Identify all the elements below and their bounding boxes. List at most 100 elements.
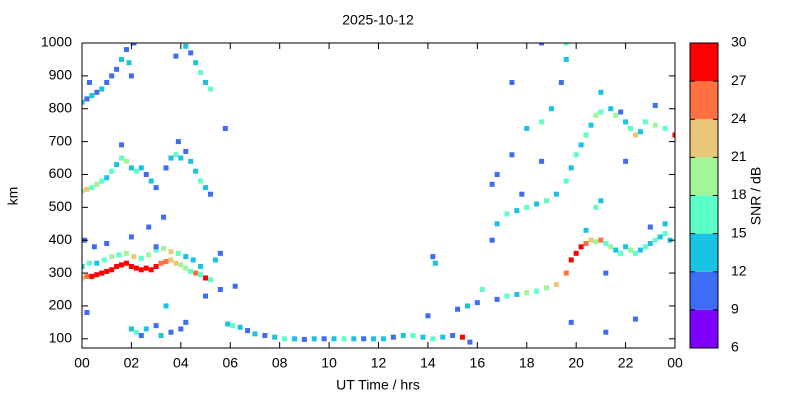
point <box>593 112 599 118</box>
point <box>578 244 584 250</box>
point <box>479 286 485 292</box>
point <box>588 237 594 243</box>
point <box>514 208 520 214</box>
colorbar-bin <box>690 271 718 310</box>
point <box>153 263 159 269</box>
colorbar-bin <box>690 233 718 272</box>
point <box>188 268 194 274</box>
point <box>143 326 149 332</box>
y-tick-label: 400 <box>49 231 73 247</box>
point <box>158 333 164 339</box>
point <box>539 158 545 164</box>
point <box>131 43 137 46</box>
point <box>116 252 122 258</box>
point <box>84 273 90 279</box>
x-tick-label: 00 <box>667 355 683 371</box>
point <box>82 263 85 269</box>
point <box>109 254 115 260</box>
point <box>203 293 209 299</box>
point <box>583 240 589 246</box>
colorbar-label: SNR / dB <box>748 167 764 225</box>
x-tick-label: 18 <box>519 355 535 371</box>
point <box>104 175 110 181</box>
point <box>225 321 231 327</box>
point <box>301 336 307 342</box>
point <box>119 56 125 62</box>
point <box>252 331 258 337</box>
point <box>131 254 137 260</box>
point <box>351 336 357 342</box>
x-tick-label: 20 <box>568 355 584 371</box>
points <box>82 43 675 345</box>
point <box>432 260 438 266</box>
point <box>198 272 204 278</box>
point <box>153 323 159 329</box>
point <box>133 329 139 335</box>
y-tick-label: 600 <box>49 165 73 181</box>
point <box>86 79 92 85</box>
plot-frame <box>81 42 676 349</box>
point <box>524 204 530 210</box>
y-tick-label: 500 <box>49 198 73 214</box>
point <box>544 198 550 204</box>
point <box>489 237 495 243</box>
point <box>99 86 105 92</box>
point <box>563 56 569 62</box>
colorbar-bin <box>690 195 718 234</box>
point <box>173 53 179 59</box>
point <box>183 148 189 154</box>
point <box>119 262 125 268</box>
point <box>637 247 643 253</box>
point <box>608 244 614 250</box>
point <box>126 60 132 66</box>
point <box>573 250 579 256</box>
point <box>101 257 107 263</box>
point <box>598 198 604 204</box>
point <box>548 106 554 112</box>
point <box>400 333 406 339</box>
point <box>662 125 668 131</box>
point <box>509 152 515 158</box>
point <box>504 293 510 299</box>
point <box>430 254 436 260</box>
point <box>190 257 196 263</box>
x-axis-label: UT Time / hrs <box>336 377 420 393</box>
point <box>161 245 167 251</box>
point <box>455 306 461 312</box>
x-tick-label: 06 <box>222 355 238 371</box>
colorbar-bin <box>690 157 718 196</box>
point <box>133 265 139 271</box>
point <box>89 93 95 99</box>
y-tick-label: 700 <box>49 132 73 148</box>
point <box>203 79 209 85</box>
point <box>82 275 85 281</box>
point <box>99 270 105 276</box>
point <box>371 336 377 342</box>
point <box>222 125 228 131</box>
point <box>494 296 500 302</box>
point <box>598 109 604 115</box>
point <box>430 336 436 342</box>
point <box>632 132 638 138</box>
point <box>652 122 658 128</box>
point <box>380 336 386 342</box>
point <box>553 191 559 197</box>
point <box>119 142 125 148</box>
point <box>94 260 100 266</box>
point <box>82 99 85 105</box>
point <box>158 260 164 266</box>
y-tick-label: 900 <box>49 67 73 83</box>
point <box>623 158 629 164</box>
point <box>672 132 675 138</box>
point <box>163 259 169 265</box>
point <box>618 109 624 115</box>
y-tick-label: 100 <box>49 330 73 346</box>
point <box>168 249 174 255</box>
point <box>568 165 574 171</box>
point <box>153 244 159 250</box>
point <box>291 336 297 342</box>
point <box>539 119 545 125</box>
point <box>183 265 189 271</box>
colorbar-bin <box>690 43 718 82</box>
point <box>494 171 500 177</box>
